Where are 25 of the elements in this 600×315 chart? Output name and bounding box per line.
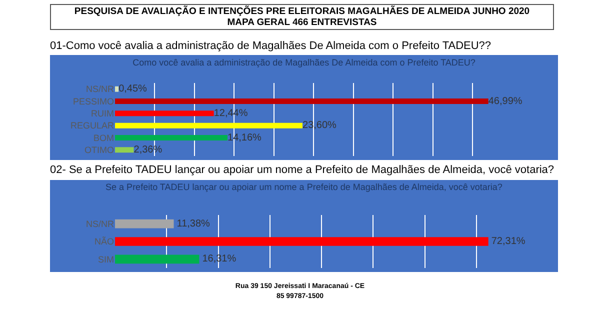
y-tick-label: NS/NR xyxy=(86,84,114,94)
text: PESQUISA DE AVALIAÇÃO E INTENÇÕES PRE ELEITORAIS MAGALHÃES DE ALMEIDA JUNHO 2020 xyxy=(73,6,531,17)
y-tick-label: NS/NR xyxy=(86,218,114,229)
y-tick-label: BOM xyxy=(93,132,114,143)
data-label: 11,38% xyxy=(176,218,210,230)
bar xyxy=(115,147,134,153)
chart-title: Se a Prefeito TADEU lançar ou apoiar um nome a Prefeito de Magalhães de Almeida, você votaria? xyxy=(106,182,502,192)
bar xyxy=(115,110,214,116)
y-tick-label: PESSIMO xyxy=(72,96,114,106)
chart-subtitle: 02- Se a Prefeito TADEU lançar ou apoiar um nome a Prefeito de Magalhães de Almeida, você votaria? xyxy=(50,164,554,176)
bar xyxy=(115,135,228,140)
y-tick-label: RUIM xyxy=(91,108,114,119)
y-tick-label: SIM xyxy=(98,254,114,264)
y-tick-label: NÃO xyxy=(94,236,114,247)
chart-subtitle: 01-Como você avalia a administração de Magalhães De Almeida com o Prefeito TADEU?? xyxy=(50,40,492,52)
y-tick-label: REGULAR xyxy=(70,120,114,131)
chart-title: Como você avalia a administração de Magalhães De Almeida com o Prefeito TADEU? xyxy=(132,58,476,68)
data-label: 0,45% xyxy=(118,84,148,95)
data-label: 72,31% xyxy=(491,236,526,247)
text: MAPA GERAL 466 ENTREVISTAS xyxy=(226,17,378,28)
bar xyxy=(115,98,488,104)
bar xyxy=(115,86,119,92)
bar xyxy=(115,122,303,128)
data-label: 46,99% xyxy=(488,96,522,107)
y-tick-label: OTIMO xyxy=(84,145,114,156)
